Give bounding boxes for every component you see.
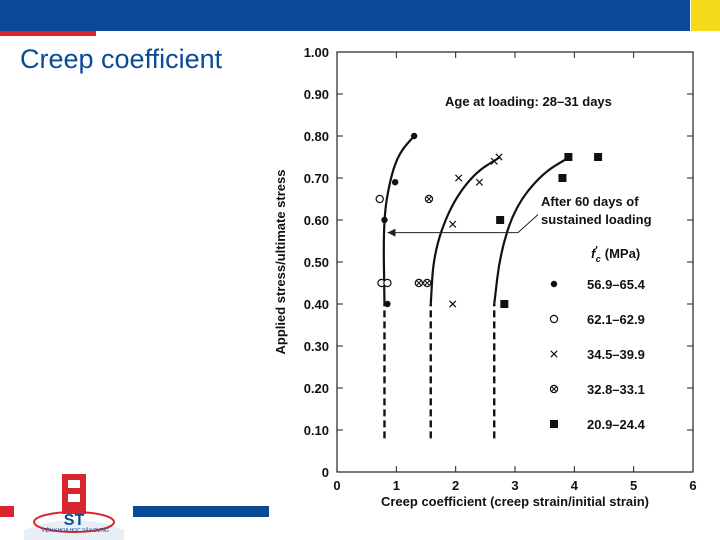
legend-title-f: f	[591, 246, 597, 261]
x-tick-label: 6	[689, 478, 696, 493]
data-point-circled-cross	[424, 194, 434, 204]
y-tick-label: 0.20	[304, 381, 329, 396]
y-tick-label: 0.30	[304, 339, 329, 354]
legend-title-prime: ′	[595, 245, 598, 256]
tick-group: 0 1 2 3 4 5 6 0 0.10 0.20 0.30 0.40 0.50 0.60 0.70 0.80…	[304, 45, 697, 493]
creep-chart: 0 1 2 3 4 5 6 0 0.10 0.20 0.30 0.40 0.50 0.60 0.70 0.80…	[273, 45, 697, 509]
x-tick-label: 1	[393, 478, 400, 493]
data-point-filled-square	[496, 216, 505, 224]
x-axis-label: Creep coefficient (creep strain/initial …	[381, 494, 649, 509]
age-annotation: Age at loading: 28–31 days	[445, 94, 612, 109]
y-tick-label: 0.50	[304, 255, 329, 270]
legend-label: 32.8–33.1	[587, 382, 645, 397]
after-annotation-line2: sustained loading	[541, 212, 652, 227]
data-point-filled-square	[558, 174, 567, 182]
sustained-arrowhead	[387, 228, 396, 237]
data-point-filled-square	[500, 300, 509, 308]
data-point-open-circle	[383, 278, 392, 288]
y-tick-label: 0.10	[304, 423, 329, 438]
y-tick-label: 0	[322, 465, 329, 480]
data-point-filled-square	[564, 153, 573, 161]
x-tick-label: 2	[452, 478, 459, 493]
y-tick-label: 0.60	[304, 213, 329, 228]
after-annotation-line1: After 60 days of	[541, 194, 639, 209]
accent-red-bar	[0, 31, 96, 36]
legend-label: 56.9–65.4	[587, 277, 646, 292]
creep-curve-solid	[493, 156, 571, 305]
legend-title-sub: c	[596, 254, 601, 264]
data-point-cross	[449, 300, 457, 308]
corner-accent	[691, 0, 720, 31]
bottom-blue-bar	[133, 506, 269, 517]
legend-label: 20.9–24.4	[587, 417, 646, 432]
creep-curve-solid	[429, 156, 501, 305]
bottom-red-bar	[0, 506, 14, 517]
y-tick-label: 0.80	[304, 129, 329, 144]
legend-title-unit: (MPa)	[605, 246, 640, 261]
legend: 56.9–65.4 62.1–62.9 34.5–39.9 32.8–33.1 20.9…	[549, 277, 646, 432]
data-point-filled-circle	[410, 132, 418, 140]
legend-marker-circled-cross	[549, 384, 559, 394]
legend-label: 34.5–39.9	[587, 347, 645, 362]
curve-group	[382, 135, 571, 439]
sustained-arrow	[387, 214, 539, 237]
creep-curve-solid	[382, 135, 416, 305]
data-point-filled-circle	[384, 300, 391, 308]
legend-label: 62.1–62.9	[587, 312, 645, 327]
y-tick-label: 0.40	[304, 297, 329, 312]
y-tick-label: 0.70	[304, 171, 329, 186]
x-tick-label: 3	[511, 478, 518, 493]
y-tick-label: 1.00	[304, 45, 329, 60]
legend-marker-open-circle	[549, 314, 559, 324]
x-tick-label: 0	[333, 478, 340, 493]
legend-marker-cross	[550, 350, 558, 358]
data-point-filled-circle	[391, 179, 399, 186]
data-point-filled-circle	[381, 216, 388, 224]
institute-logo: ST	[24, 474, 124, 540]
data-point-circled-cross	[414, 278, 424, 288]
data-point-cross	[449, 220, 457, 228]
data-point-cross	[495, 153, 503, 161]
legend-marker-filled-square	[550, 420, 558, 428]
sustained-leader-line	[517, 214, 539, 233]
y-axis-label: Applied stress/ultimate stress	[273, 170, 288, 355]
data-point-cross	[475, 178, 484, 186]
legend-marker-filled-circle	[550, 280, 558, 288]
data-point-open-circle	[375, 194, 384, 204]
top-bar	[0, 0, 690, 31]
data-point-circled-cross	[422, 278, 432, 288]
data-point-cross	[455, 174, 463, 182]
x-tick-label: 5	[630, 478, 637, 493]
plot-frame	[336, 51, 694, 473]
legend-title: f′ c (MPa)	[591, 245, 640, 264]
data-point-filled-square	[594, 153, 603, 161]
y-tick-label: 0.90	[304, 87, 329, 102]
logo-text: VIỆN KHOA HỌC SÂY DỰNG	[41, 528, 109, 534]
svg-text:ST: ST	[64, 512, 85, 529]
slide-title: Creep coefficient	[20, 44, 223, 74]
points-group	[375, 132, 603, 308]
x-tick-label: 4	[571, 478, 579, 493]
